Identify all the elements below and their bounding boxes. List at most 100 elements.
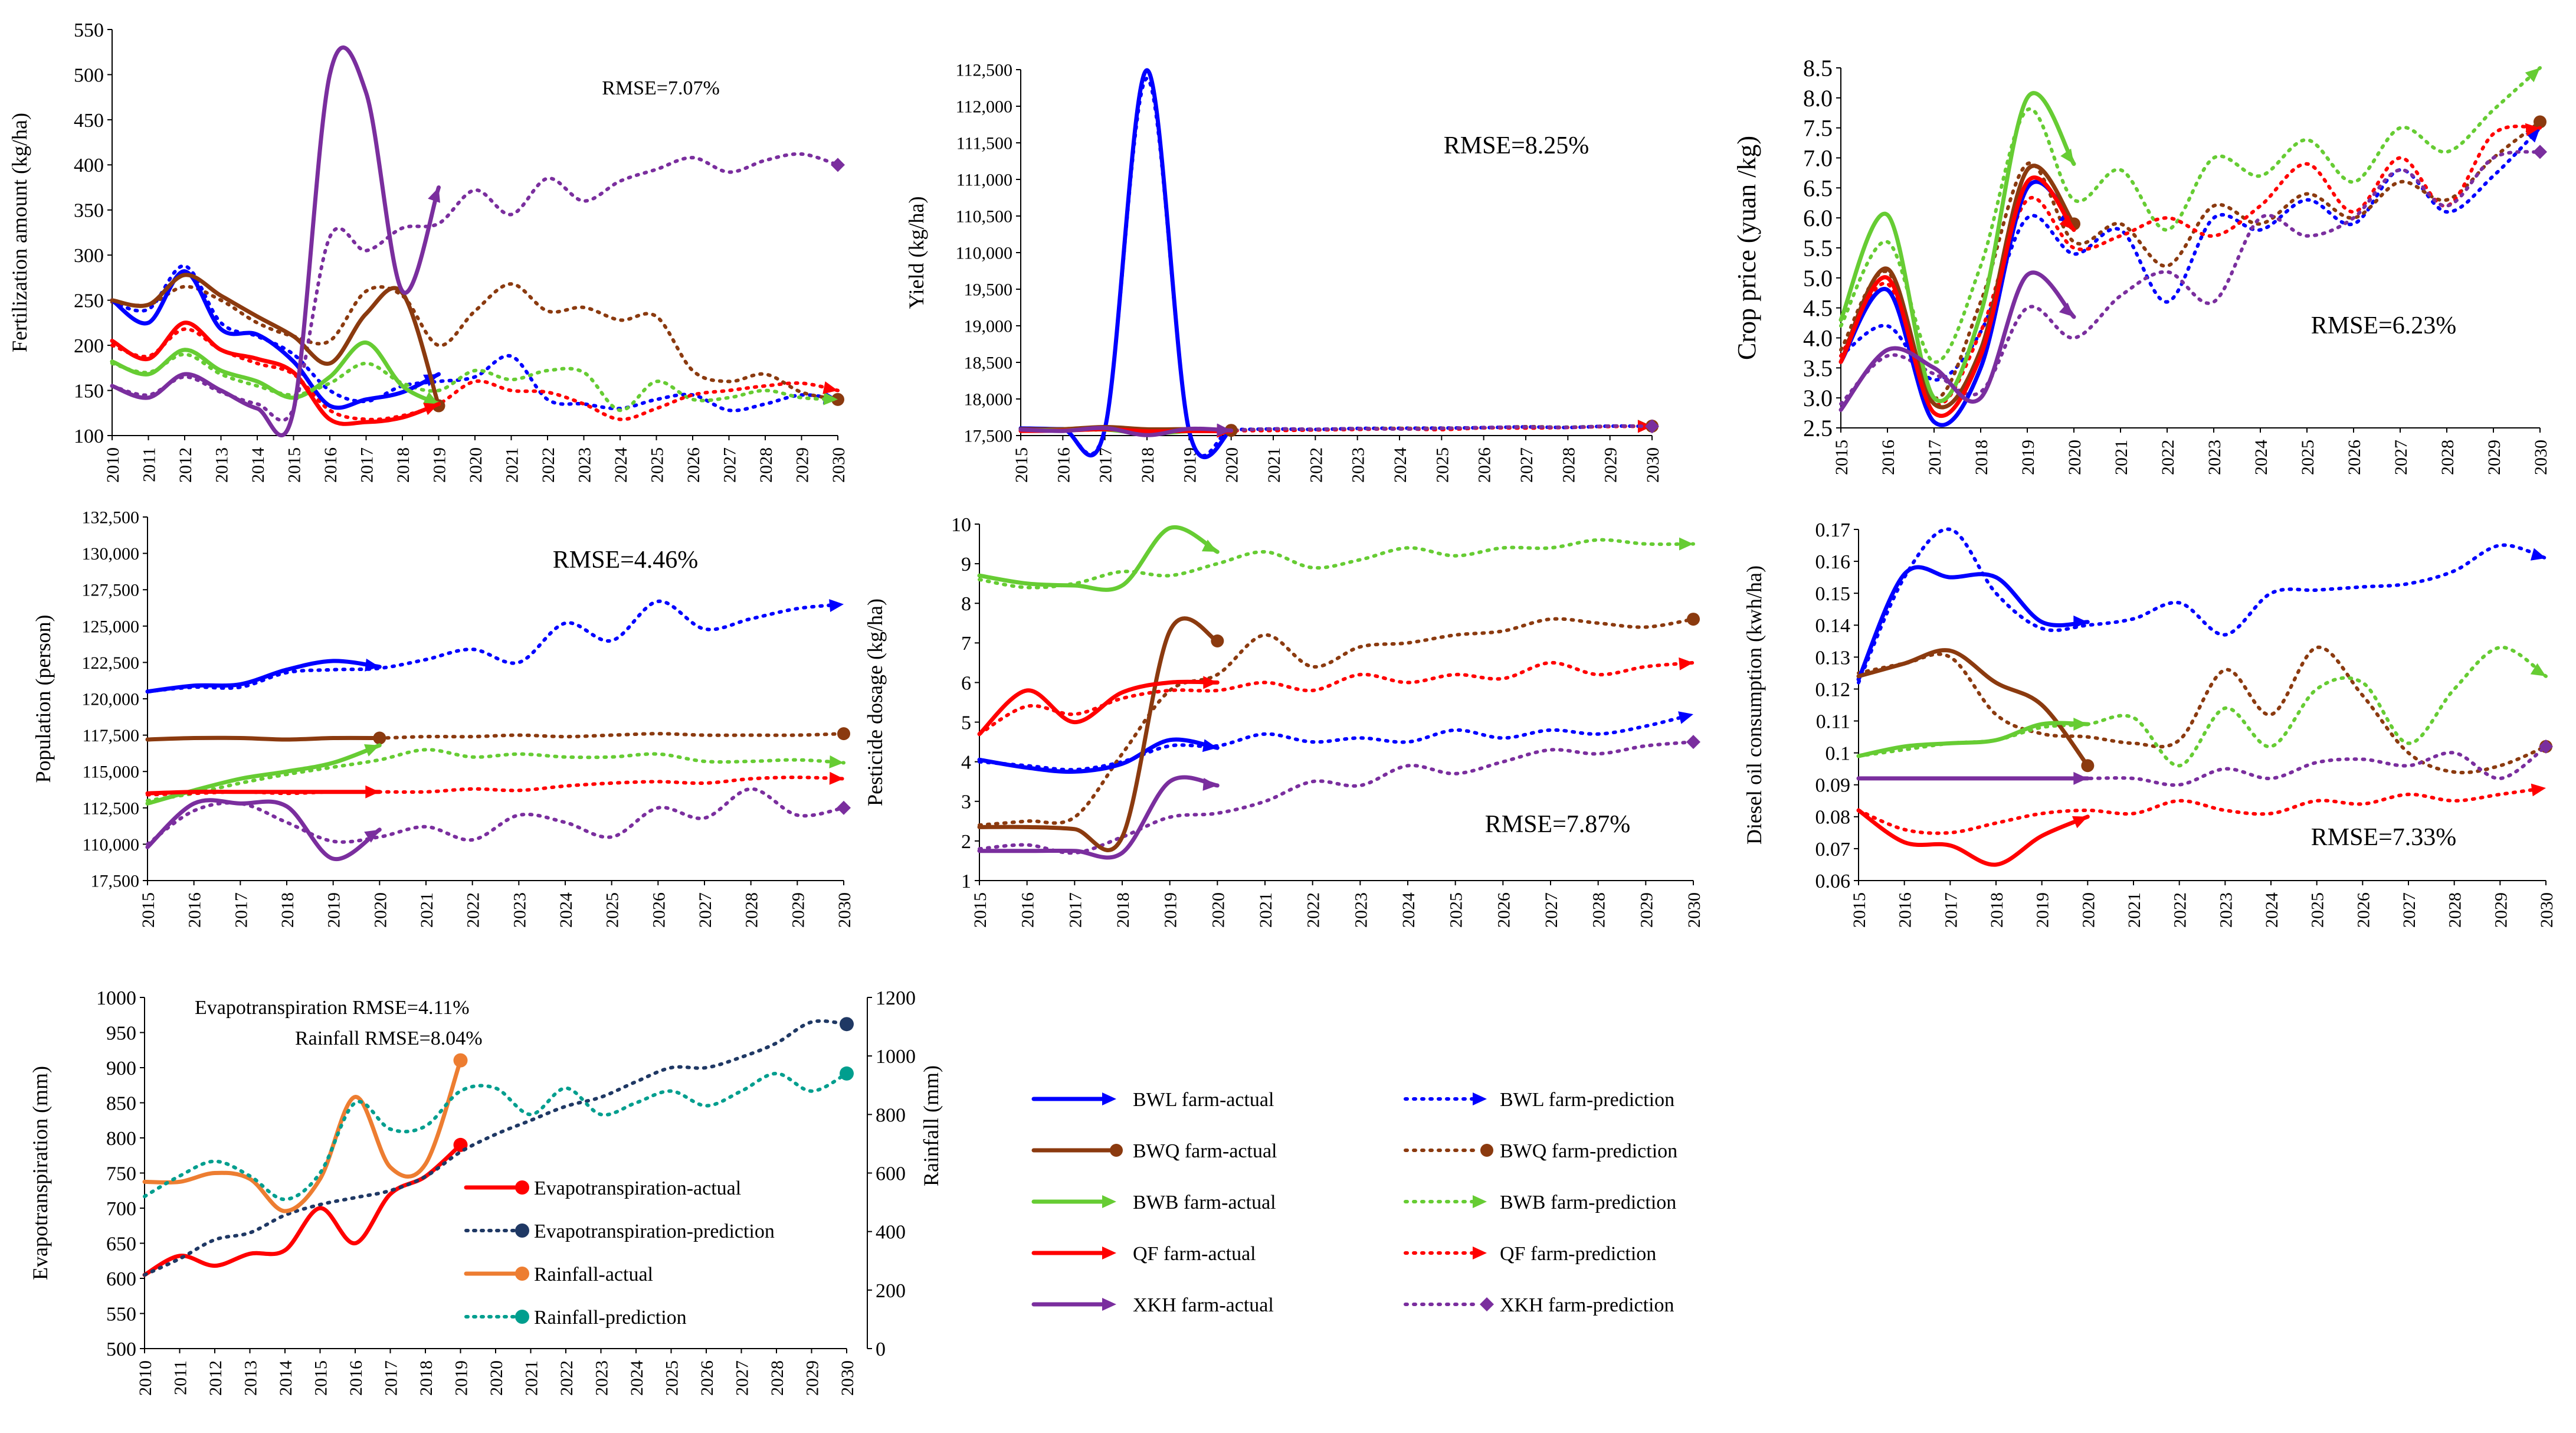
series-bwl-actual — [1856, 565, 2090, 682]
rmse-annotation: Rainfall RMSE=8.04% — [295, 1028, 483, 1049]
series-line — [977, 679, 1220, 737]
y-axis-label: Diesel oil consumption (kwh/ha) — [1742, 565, 1766, 845]
x-tick-label: 2022 — [539, 447, 558, 483]
series-end-marker — [1678, 711, 1693, 724]
y-tick-label: 7 — [961, 633, 971, 655]
x-tick-label: 2027 — [2400, 892, 2419, 928]
x-tick-label: 2021 — [2112, 440, 2131, 475]
series-bwl-actual — [1018, 68, 1234, 459]
y-tick-label: 122,500 — [82, 653, 140, 673]
series-end-marker — [1202, 778, 1218, 791]
y-tick-label: 100 — [74, 426, 104, 447]
y-tick-label: 4.5 — [1803, 295, 1833, 322]
series-end-marker — [2059, 215, 2074, 230]
y-tick-label: 112,000 — [956, 97, 1012, 117]
legend-label: Evapotranspiration-prediction — [534, 1221, 775, 1242]
x-tick-label: 2020 — [371, 892, 390, 928]
x-tick-label: 2029 — [788, 892, 808, 928]
x-tick-label: 2021 — [1256, 892, 1276, 928]
legend-marker-prediction — [1480, 1297, 1494, 1311]
y-tick-label: 110,500 — [956, 207, 1012, 227]
y-tick-label: 150 — [74, 380, 104, 402]
y-tick-label: 6.5 — [1803, 175, 1833, 201]
series-end-marker — [1687, 613, 1700, 626]
series-bwb-actual — [977, 525, 1220, 592]
series-end-marker — [1202, 739, 1218, 753]
x-tick-label: 2023 — [2216, 892, 2236, 928]
y-tick-label: 600 — [106, 1268, 136, 1290]
y-tick-label: 132,500 — [82, 508, 140, 528]
series-end-marker — [2530, 663, 2546, 676]
series-end-marker — [840, 1017, 854, 1032]
series-line — [110, 45, 441, 437]
legend-marker-actual — [1102, 1195, 1116, 1208]
series-line — [110, 352, 840, 413]
y-tick-label: 0.11 — [1816, 711, 1850, 732]
legend-label: Rainfall-actual — [534, 1264, 653, 1285]
series-line — [146, 599, 845, 693]
legend-marker-prediction — [1473, 1195, 1487, 1208]
series-rainfall-actual — [142, 1053, 468, 1213]
y-tick-label: 2 — [961, 831, 971, 853]
x-tick-label: 2014 — [248, 447, 268, 483]
x-tick-label: 2030 — [2531, 440, 2551, 475]
y-tick-label: 110,000 — [956, 244, 1012, 263]
y-axis-label: Evapotranspiration (mm) — [28, 1066, 52, 1280]
series-xkh-prediction — [1839, 145, 2547, 406]
x-tick-label: 2016 — [1054, 447, 1073, 483]
series-bwb-prediction — [110, 352, 840, 413]
x-tick-label: 2029 — [1601, 447, 1621, 483]
y2-tick-label: 200 — [876, 1280, 906, 1302]
series-xkh-actual — [110, 45, 441, 437]
x-tick-label: 2022 — [557, 1360, 576, 1396]
x-tick-label: 2016 — [346, 1360, 366, 1396]
series-line — [1856, 565, 2090, 682]
x-tick-label: 2023 — [1351, 892, 1371, 928]
x-tick-label: 2024 — [627, 1360, 647, 1396]
x-tick-label: 2028 — [768, 1360, 787, 1396]
x-tick-label: 2010 — [136, 1360, 155, 1396]
series-line — [110, 152, 840, 423]
y-tick-label: 800 — [106, 1128, 136, 1150]
series-xkh-actual — [1856, 771, 2090, 785]
series-end-marker — [364, 744, 380, 757]
y-tick-label: 1000 — [96, 987, 136, 1009]
y-tick-label: 400 — [74, 155, 104, 176]
chart-yield: 17,500 18,000 18,500 19,000 19,500 110,000 110… — [904, 61, 1663, 483]
series-line — [1839, 66, 2542, 364]
y-tick-label: 750 — [106, 1163, 136, 1185]
x-tick-label: 2024 — [2251, 440, 2271, 475]
y-tick-label: 550 — [106, 1303, 136, 1325]
series-line — [978, 617, 1695, 827]
x-tick-label: 2029 — [803, 1360, 822, 1396]
series-line — [110, 341, 441, 406]
y2-tick-label: 400 — [876, 1222, 906, 1244]
series-line — [145, 743, 382, 806]
legend-marker-prediction — [1473, 1092, 1487, 1105]
x-tick-label: 2024 — [1399, 892, 1418, 928]
x-tick-label: 2020 — [2065, 440, 2085, 475]
series-end-marker — [837, 727, 850, 741]
x-tick-label: 2021 — [503, 447, 522, 483]
series-evapotranspiration-prediction — [143, 1017, 854, 1277]
y-tick-label: 3 — [961, 791, 971, 813]
y-tick-label: 0.14 — [1815, 615, 1851, 637]
x-tick-label: 2019 — [2018, 440, 2038, 475]
y-tick-label: 125,000 — [82, 617, 140, 636]
series-bwq-prediction — [1839, 115, 2546, 400]
y2-tick-label: 800 — [876, 1104, 906, 1126]
y-tick-label: 19,000 — [964, 317, 1013, 336]
rmse-annotation: RMSE=4.46% — [553, 547, 699, 574]
x-tick-label: 2023 — [510, 892, 529, 928]
legend-label-prediction: XKH farm-prediction — [1500, 1294, 1674, 1316]
series-line — [1857, 527, 2548, 685]
y-tick-label: 0.08 — [1815, 807, 1851, 829]
x-tick-label: 2026 — [2345, 440, 2364, 475]
series-end-marker — [2073, 771, 2088, 785]
x-tick-label: 2019 — [1161, 892, 1181, 928]
series-end-marker — [2060, 148, 2074, 164]
legend-marker — [515, 1267, 529, 1281]
chart-diesel: 0.06 0.07 0.08 0.09 0.1 0.11 0.12 0.13 0.14 0.15 0… — [1742, 519, 2557, 928]
y-tick-label: 18,500 — [964, 354, 1013, 373]
